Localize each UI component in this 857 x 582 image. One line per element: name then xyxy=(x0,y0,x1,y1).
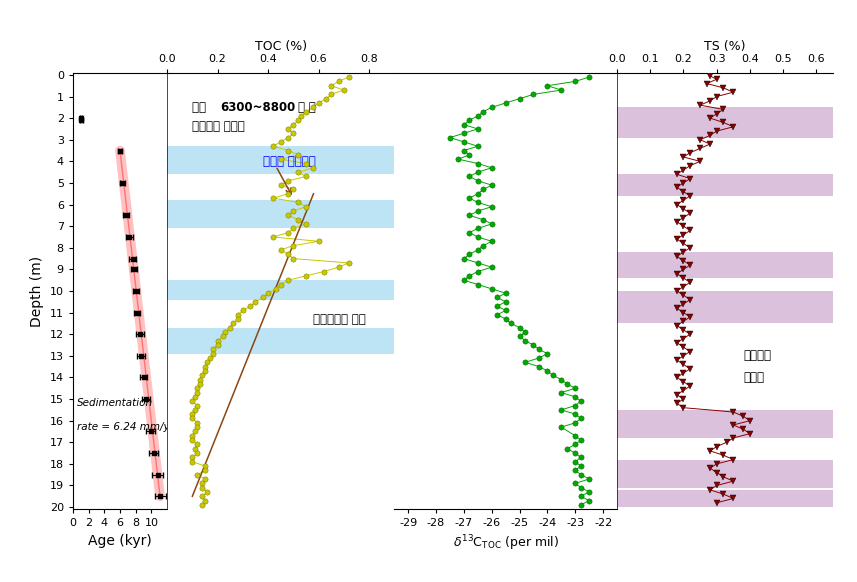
Bar xyxy=(167,200,394,228)
Text: Sedimentation: Sedimentation xyxy=(77,398,153,409)
Text: 과거: 과거 xyxy=(192,101,210,114)
Text: 유기물함량 감소: 유기물함량 감소 xyxy=(314,313,366,325)
Bar xyxy=(617,460,833,488)
Text: 년 전: 년 전 xyxy=(298,101,316,114)
Bar xyxy=(167,280,394,300)
Bar xyxy=(617,252,833,278)
Text: rate = 6.24 mm/yr: rate = 6.24 mm/yr xyxy=(77,422,174,432)
Bar xyxy=(167,146,394,175)
X-axis label: TS (%): TS (%) xyxy=(704,40,746,52)
Bar xyxy=(617,107,833,137)
X-axis label: $\delta^{13}$C$_{\rm TOC}$ (per mil): $\delta^{13}$C$_{\rm TOC}$ (per mil) xyxy=(452,534,559,553)
Bar xyxy=(617,490,833,507)
Y-axis label: Depth (m): Depth (m) xyxy=(30,255,45,327)
Text: 6300~8800: 6300~8800 xyxy=(220,101,296,114)
Text: 고해상도 기록체: 고해상도 기록체 xyxy=(192,120,245,133)
X-axis label: TOC (%): TOC (%) xyxy=(255,40,307,52)
Bar xyxy=(617,175,833,196)
Bar xyxy=(617,291,833,324)
Text: 해수유입: 해수유입 xyxy=(743,349,771,363)
Text: 이벤트: 이벤트 xyxy=(743,371,764,384)
Text: 강수량 증가시기: 강수량 증가시기 xyxy=(263,155,315,168)
Bar xyxy=(617,410,833,438)
Bar xyxy=(167,328,394,354)
X-axis label: Age (kyr): Age (kyr) xyxy=(88,534,152,548)
